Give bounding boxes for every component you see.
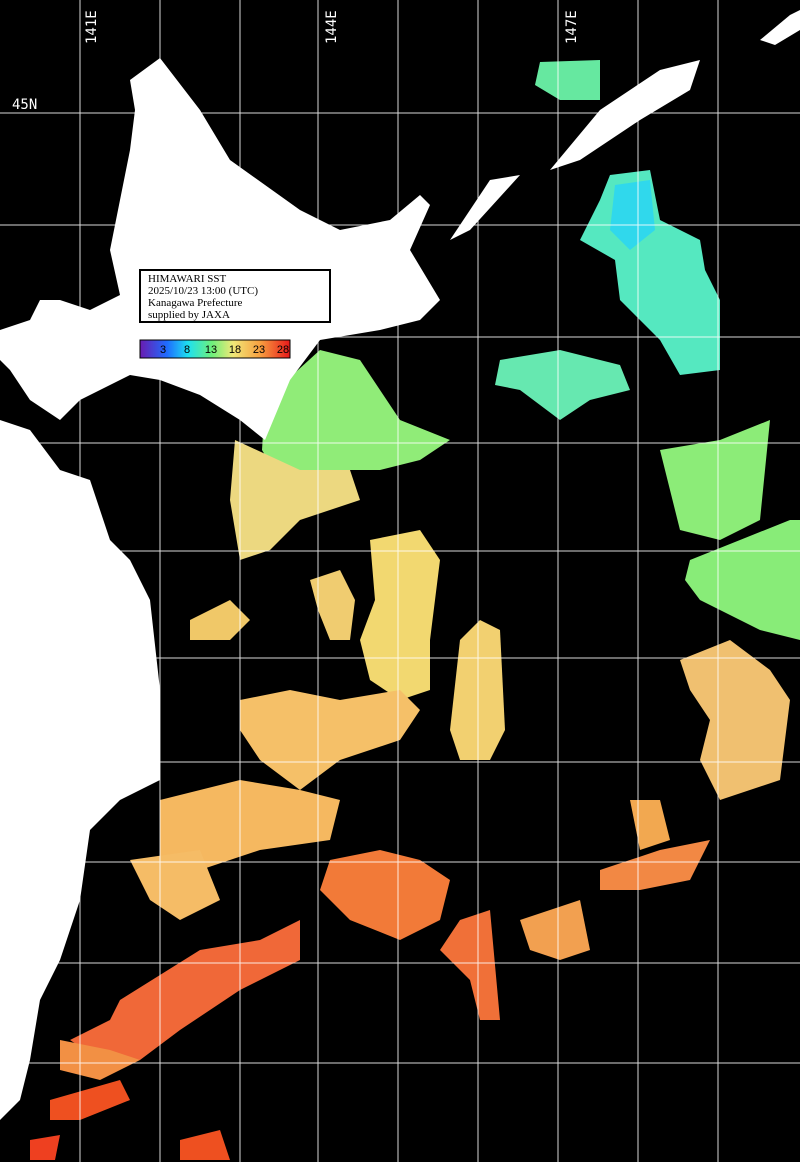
longitude-label: 147E	[564, 10, 580, 44]
color-bar-label: 3	[160, 344, 166, 356]
latitude-label: 45N	[12, 97, 37, 113]
sst-patches	[30, 60, 800, 1160]
color-bar-label: 18	[229, 344, 241, 356]
color-bar-label: 28	[277, 344, 289, 356]
color-bar	[139, 339, 291, 359]
info-line: 2025/10/23 13:00 (UTC)	[148, 285, 258, 297]
info-line: HIMAWARI SST	[148, 273, 227, 285]
longitude-label: 141E	[84, 10, 100, 44]
longitude-labels: 141E 144E 147E	[84, 10, 580, 44]
color-bar-label: 23	[253, 344, 265, 356]
color-bar-label: 13	[205, 344, 217, 356]
color-bar-labels: 3 8 13 18 23 28	[160, 344, 289, 356]
color-bar-label: 8	[184, 344, 190, 356]
info-box	[139, 269, 331, 323]
longitude-label: 144E	[324, 10, 340, 44]
info-line: supplied by JAXA	[148, 309, 230, 321]
info-line: Kanagawa Prefecture	[148, 297, 242, 309]
